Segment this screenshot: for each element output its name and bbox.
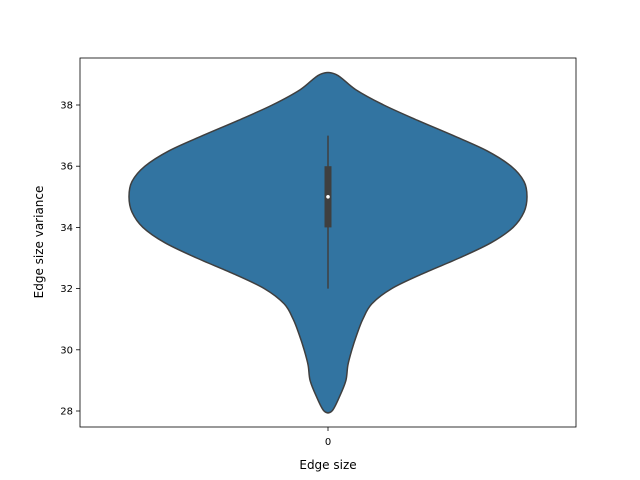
y-tick-label: 34 <box>60 223 73 234</box>
y-axis-label: Edge size variance <box>32 186 46 299</box>
y-tick-label: 36 <box>60 162 73 173</box>
x-axis-label: Edge size <box>299 458 356 472</box>
y-tick-label: 38 <box>60 101 73 112</box>
violin-median-point <box>326 195 330 199</box>
y-axis: 28 30 32 34 36 38 <box>60 101 80 418</box>
y-tick-label: 32 <box>60 284 73 295</box>
x-tick-label: 0 <box>325 437 331 448</box>
x-axis: 0 <box>325 427 331 448</box>
y-tick-label: 28 <box>60 407 73 418</box>
box-layer <box>324 135 332 289</box>
y-tick-label: 30 <box>60 345 73 356</box>
